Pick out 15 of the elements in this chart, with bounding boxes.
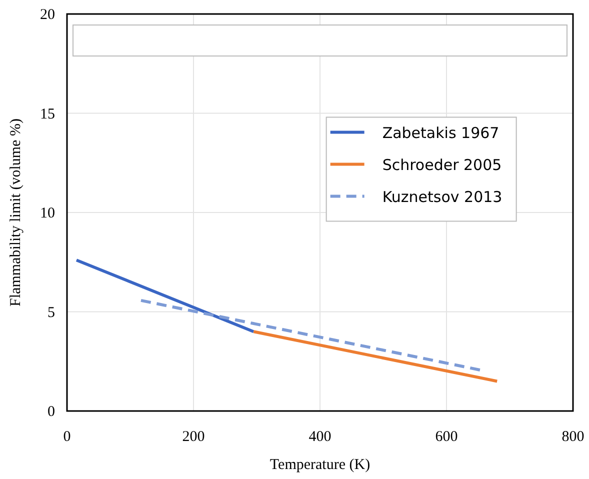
legend-label: Schroeder 2005 (382, 156, 502, 174)
y-tick-label: 5 (48, 304, 55, 321)
y-axis-title: Flammability limit (volume %) (8, 118, 24, 306)
y-tick-label: 20 (40, 7, 55, 23)
x-tick-label: 400 (308, 429, 332, 445)
x-tick-label: 600 (435, 429, 458, 445)
y-tick-label: 0 (48, 404, 55, 420)
legend-label: Kuznetsov 2013 (382, 188, 502, 206)
x-axis-title: Temperature (K) (270, 457, 370, 473)
x-tick-label: 0 (63, 429, 71, 445)
y-tick-label: 10 (40, 206, 55, 222)
x-tick-label: 200 (182, 429, 205, 445)
legend-label: Zabetakis 1967 (382, 124, 500, 142)
x-tick-label: 800 (562, 429, 584, 445)
y-tick-label: 15 (40, 106, 55, 122)
